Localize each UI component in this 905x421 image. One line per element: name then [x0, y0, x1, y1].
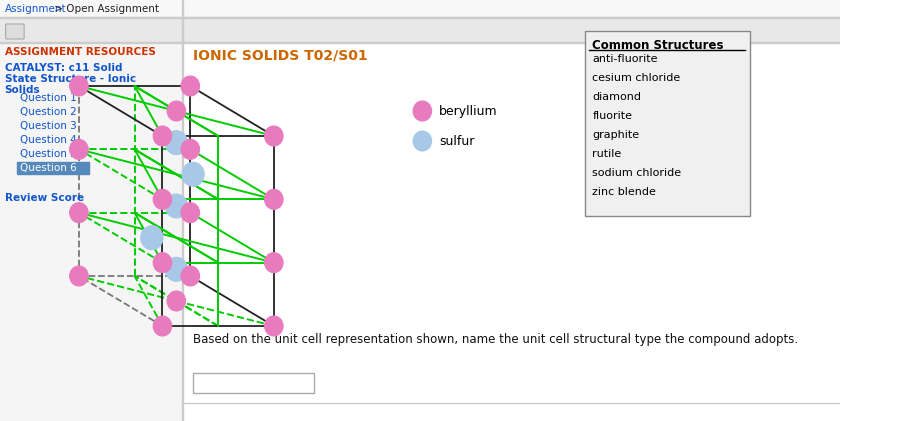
Bar — [585, 31, 750, 216]
Circle shape — [181, 139, 200, 159]
Circle shape — [264, 253, 283, 273]
Circle shape — [153, 253, 172, 273]
Text: zinc blende: zinc blende — [592, 187, 656, 197]
Text: Assignment: Assignment — [5, 4, 66, 14]
Text: Common Structures: Common Structures — [592, 39, 724, 52]
Circle shape — [181, 203, 200, 223]
Circle shape — [70, 203, 88, 223]
Circle shape — [182, 163, 205, 187]
Bar — [0, 17, 840, 43]
Text: sulfur: sulfur — [439, 134, 474, 147]
Text: Question 3: Question 3 — [21, 121, 77, 131]
Circle shape — [140, 226, 163, 250]
Circle shape — [70, 76, 88, 96]
Text: CATALYST: c11 Solid: CATALYST: c11 Solid — [5, 63, 122, 73]
Circle shape — [70, 266, 88, 286]
Text: graphite: graphite — [592, 130, 639, 140]
Text: Question 4: Question 4 — [21, 135, 77, 145]
Text: Review Score: Review Score — [5, 193, 84, 203]
Circle shape — [167, 101, 186, 121]
Text: diamond: diamond — [592, 92, 642, 102]
Circle shape — [153, 126, 172, 146]
Bar — [182, 43, 840, 421]
Text: Based on the unit cell representation shown, name the unit cell structural type : Based on the unit cell representation sh… — [193, 333, 798, 346]
Bar — [0, 43, 182, 421]
Circle shape — [70, 139, 88, 159]
Circle shape — [264, 126, 283, 146]
Text: Question 1: Question 1 — [21, 93, 77, 103]
Bar — [182, 0, 183, 421]
Text: sodium chloride: sodium chloride — [592, 168, 681, 178]
Circle shape — [153, 316, 172, 336]
Bar — [16, 162, 89, 174]
Text: beryllium: beryllium — [439, 104, 498, 117]
Text: State Structure - Ionic: State Structure - Ionic — [5, 74, 136, 84]
Circle shape — [413, 101, 432, 121]
Text: ASSIGNMENT RESOURCES: ASSIGNMENT RESOURCES — [5, 47, 156, 57]
Circle shape — [166, 257, 187, 281]
Text: > Open Assignment: > Open Assignment — [51, 4, 159, 14]
Text: fluorite: fluorite — [592, 111, 633, 121]
Bar — [0, 0, 840, 17]
Circle shape — [181, 266, 200, 286]
Text: anti-fluorite: anti-fluorite — [592, 54, 658, 64]
Text: Question 2: Question 2 — [21, 107, 77, 117]
Circle shape — [264, 316, 283, 336]
Text: cesium chloride: cesium chloride — [592, 73, 681, 83]
Circle shape — [181, 76, 200, 96]
Circle shape — [167, 291, 186, 311]
Text: Solids: Solids — [5, 85, 40, 95]
Text: IONIC SOLIDS T02/S01: IONIC SOLIDS T02/S01 — [193, 48, 367, 62]
Circle shape — [153, 189, 172, 209]
Bar — [0, 42, 840, 43]
Circle shape — [413, 131, 432, 151]
Text: Question 5: Question 5 — [21, 149, 77, 159]
Text: rutile: rutile — [592, 149, 622, 159]
Circle shape — [166, 194, 187, 218]
Bar — [0, 17, 840, 18]
Text: Question 6: Question 6 — [21, 163, 77, 173]
FancyBboxPatch shape — [5, 24, 24, 39]
Bar — [193, 373, 314, 393]
Circle shape — [264, 189, 283, 209]
Circle shape — [166, 131, 187, 155]
